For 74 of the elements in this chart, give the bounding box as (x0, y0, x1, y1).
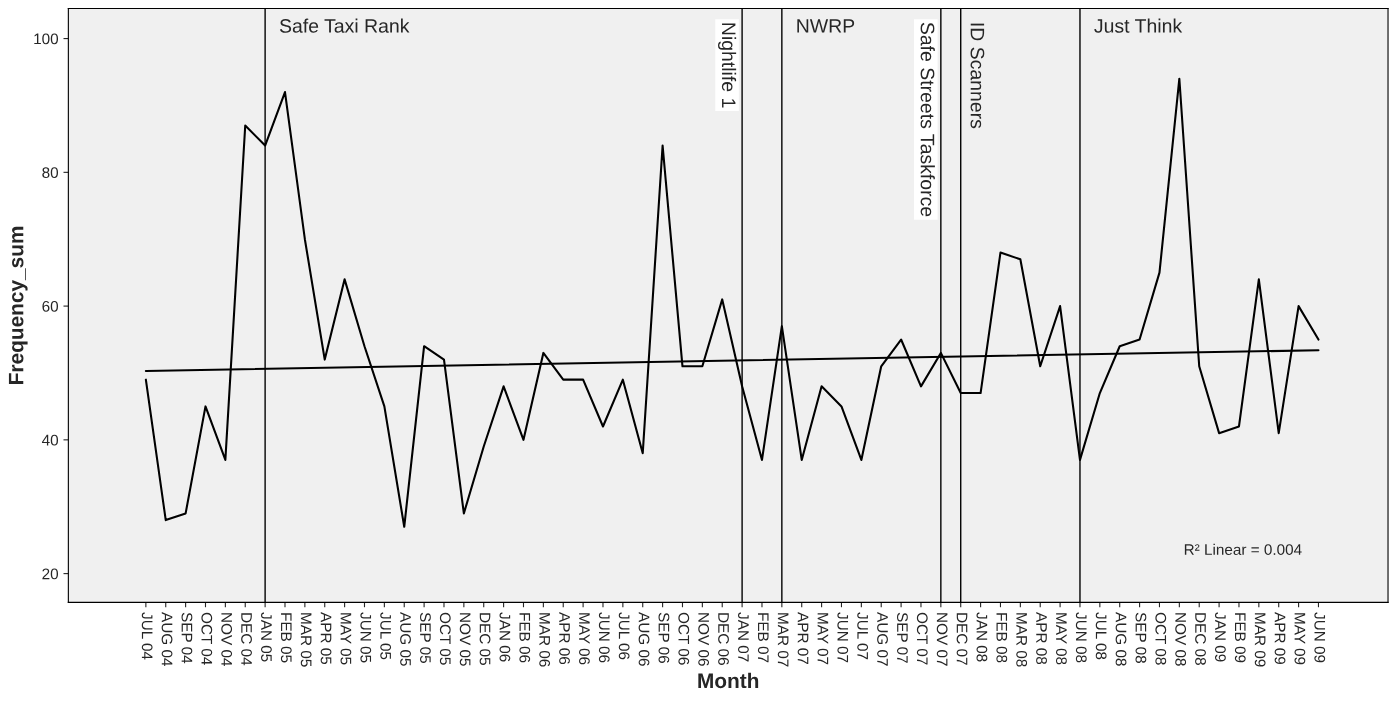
x-tick-label: JUL 07 (857, 612, 869, 660)
x-tick-label: NOV 08 (1175, 613, 1187, 666)
x-tick-label: JAN 09 (1214, 612, 1226, 662)
ref-line-label: Safe Taxi Rank (279, 18, 410, 33)
x-tick-label: AUG 08 (1115, 612, 1127, 666)
x-tick-label: APR 07 (797, 612, 809, 664)
x-tick-label: SEP 04 (181, 612, 193, 664)
x-tick-label: NOV 06 (698, 613, 710, 666)
x-tick-label: APR 08 (1036, 612, 1047, 665)
x-tick-label: FEB 08 (996, 613, 1008, 663)
x-tick-label: FEB 07 (757, 613, 769, 663)
y-axis-title: Frequency_sum (8, 226, 28, 384)
x-axis-title: Month (698, 672, 759, 689)
x-tick-label: JAN 05 (261, 612, 272, 662)
x-tick-label: JAN 06 (499, 612, 511, 662)
ref-line-label: Nightlife 1 (718, 23, 737, 108)
x-tick-label: DEC 04 (241, 613, 252, 666)
x-tick-label: JAN 07 (738, 612, 749, 662)
x-tick-label: DEC 08 (1195, 613, 1206, 665)
x-tick-label: NOV 05 (459, 613, 471, 666)
x-tick-label: NOV 04 (221, 613, 233, 666)
x-tick-label: DEC 06 (718, 613, 729, 665)
ref-line-label: Just Think (1094, 18, 1183, 33)
annotation: R² Linear = 0.004 (1184, 543, 1302, 555)
x-tick-label: APR 06 (559, 612, 570, 665)
x-tick-label: SEP 07 (897, 612, 908, 663)
x-tick-label: MAR 05 (300, 613, 312, 667)
x-tick-label: MAY 09 (1294, 613, 1306, 665)
x-tick-label: JUN 06 (598, 612, 610, 663)
x-tick-label: MAR 06 (539, 613, 551, 667)
x-tick-label: APR 05 (320, 612, 332, 665)
x-tick-label: MAR 08 (1016, 613, 1028, 667)
x-tick-label: APR 09 (1274, 612, 1286, 665)
x-tick-label: OCT 04 (201, 612, 213, 665)
x-tick-label: JUL 06 (618, 612, 630, 660)
x-tick-label: MAR 07 (777, 613, 789, 667)
x-tick-label: OCT 08 (1155, 612, 1167, 665)
ref-line-label: ID Scanners (970, 23, 985, 129)
x-tick-label: DEC 07 (956, 613, 968, 665)
x-tick-label: OCT 06 (678, 612, 690, 665)
x-tick-label: SEP 06 (658, 612, 670, 663)
x-tick-label: JUL 05 (380, 612, 392, 660)
x-tick-label: JUL 04 (141, 612, 153, 660)
x-tick-label: SEP 05 (420, 612, 431, 663)
x-tick-label: NOV 07 (936, 613, 948, 666)
y-tick-label: 80 (42, 167, 59, 179)
x-tick-label: MAY 06 (579, 613, 590, 665)
x-tick-label: JUL 08 (1095, 612, 1107, 660)
ref-line-label: Safe Streets Taskforce (920, 22, 935, 217)
x-tick-label: MAR 09 (1254, 613, 1266, 667)
x-tick-label: JUN 08 (1075, 612, 1087, 663)
x-tick-label: DEC 05 (479, 613, 491, 665)
x-tick-label: AUG 04 (161, 612, 173, 666)
x-tick-label: AUG 07 (877, 612, 888, 666)
ref-line-label: NWRP (797, 19, 855, 33)
y-tick-label: 60 (42, 300, 59, 312)
x-tick-label: MAY 08 (1055, 613, 1067, 665)
y-tick-label: 40 (41, 434, 59, 446)
x-tick-label: OCT 05 (439, 612, 451, 665)
x-tick-label: JUN 07 (837, 612, 849, 663)
x-tick-label: SEP 08 (1135, 612, 1147, 663)
y-tick-label: 100 (34, 33, 59, 45)
x-tick-label: FEB 05 (280, 613, 292, 663)
x-tick-label: JUN 09 (1314, 612, 1326, 663)
x-tick-label: AUG 05 (400, 612, 411, 666)
x-tick-label: FEB 09 (1234, 613, 1246, 663)
x-tick-label: FEB 06 (519, 613, 531, 663)
x-tick-label: MAY 05 (340, 613, 352, 665)
x-tick-label: JAN 08 (976, 612, 988, 662)
x-tick-label: JUN 05 (360, 612, 372, 663)
x-tick-label: OCT 07 (916, 612, 928, 665)
y-tick-label: 20 (42, 568, 59, 580)
x-tick-label: AUG 06 (638, 612, 650, 666)
x-tick-label: MAY 07 (817, 613, 829, 665)
